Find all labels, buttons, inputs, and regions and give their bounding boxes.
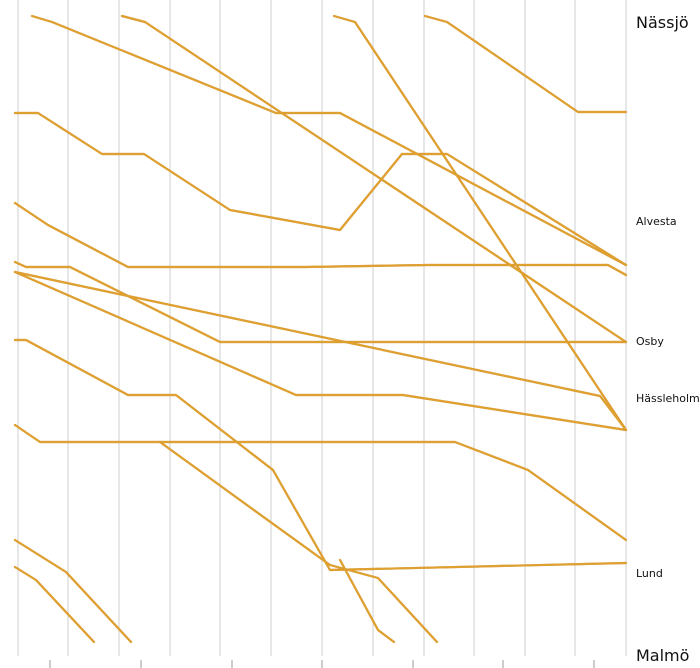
station-labels: Nässjö Alvesta Osby Hässleholm Lund Malm…: [636, 13, 700, 665]
train-path-shadow: [338, 558, 396, 644]
station-label-alvesta: Alvesta: [636, 215, 677, 228]
train-path: [13, 423, 628, 542]
station-label-lund: Lund: [636, 567, 663, 580]
train-path-shadow: [120, 14, 628, 344]
station-label-osby: Osby: [636, 335, 664, 348]
train-path: [13, 338, 628, 572]
train-path-shadow: [13, 260, 628, 344]
train-path-shadow: [13, 270, 628, 432]
train-path: [423, 14, 628, 114]
train-path-shadow: [13, 338, 628, 572]
train-path: [13, 270, 628, 432]
station-label-malmo: Malmö: [636, 646, 689, 665]
train-path: [120, 14, 628, 344]
train-path: [13, 201, 628, 277]
station-label-hassleholm: Hässleholm: [636, 392, 700, 405]
train-paths: [13, 14, 628, 644]
time-axis-ticks: [49, 660, 595, 668]
train-path: [338, 558, 396, 644]
train-path: [13, 565, 96, 644]
train-path: [13, 270, 628, 432]
train-path: [158, 440, 439, 644]
train-path-shadow: [13, 538, 133, 644]
train-path-shadow: [332, 14, 628, 432]
train-path-shadow: [13, 111, 628, 267]
station-label-nassjo: Nässjö: [636, 13, 689, 32]
train-path: [332, 14, 628, 432]
train-path: [13, 260, 628, 344]
train-path-shadow: [13, 270, 628, 432]
train-path: [30, 14, 628, 267]
train-path: [13, 538, 133, 644]
train-path: [13, 111, 628, 267]
